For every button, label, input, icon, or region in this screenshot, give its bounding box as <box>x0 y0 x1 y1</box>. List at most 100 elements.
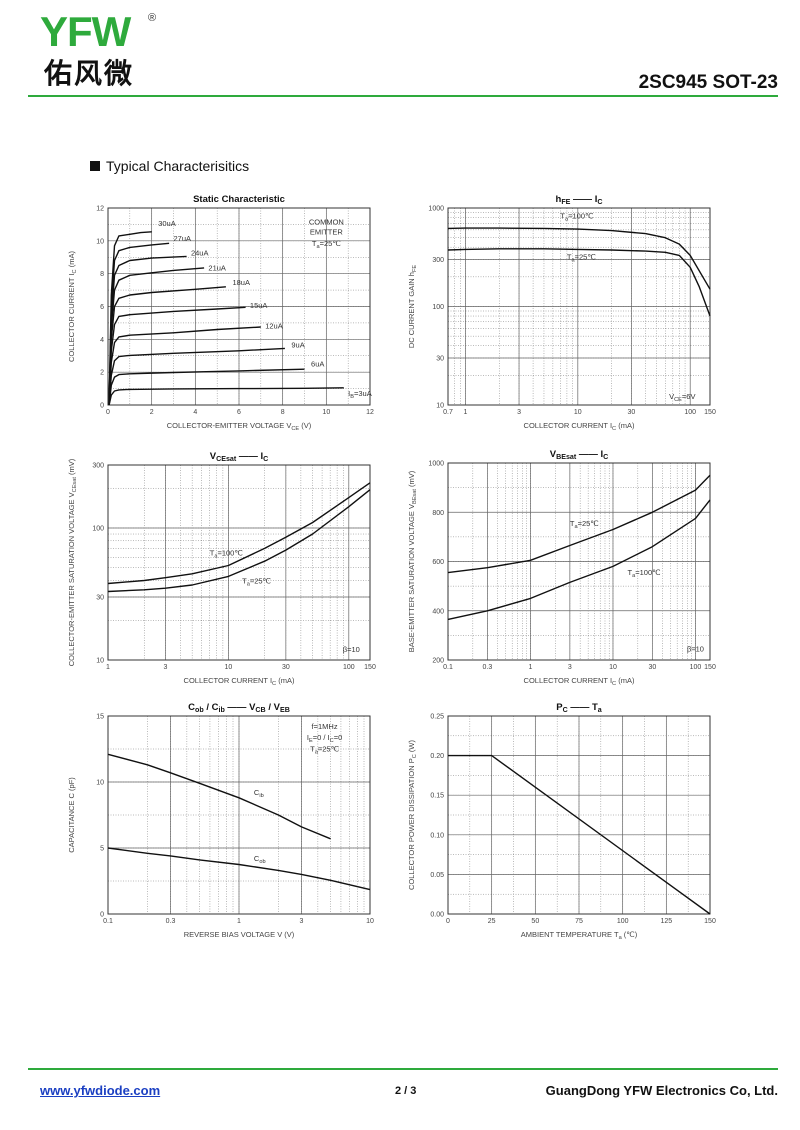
x-tick-label: 0.7 <box>443 409 453 416</box>
x-tick-label: 0 <box>446 918 450 925</box>
part-number-title: 2SC945 SOT-23 <box>638 72 778 93</box>
x-tick-label: 100 <box>690 664 702 671</box>
series-label: Ta​=25℃ <box>570 519 599 530</box>
x-axis-label: COLLECTOR CURRENT IC​ (mA) <box>184 676 295 687</box>
x-axis-label: COLLECTOR CURRENT IC​ (mA) <box>524 676 635 687</box>
y-tick-label: 10 <box>96 238 104 245</box>
x-axis-label: REVERSE BIAS VOLTAGE V (V) <box>184 930 295 939</box>
vcesat-chart: 1 3 10 30 100 150 10 30 100 300 VCEsat​ —— IC​ COLL… <box>67 451 376 687</box>
x-axis-label: AMBIENT TEMPERATURE Ta​ (℃) <box>521 930 638 941</box>
x-tick-label: 75 <box>575 918 583 925</box>
chart-title: VBEsat​ —— IC​ <box>550 449 609 461</box>
x-tick-label: 30 <box>282 664 290 671</box>
y-tick-label: 0 <box>100 912 104 919</box>
x-tick-label: 100 <box>684 409 696 416</box>
chart-annotation: β=10 <box>343 645 360 654</box>
series-line <box>108 326 261 406</box>
logo-chinese-text: 佑风微 <box>44 57 135 90</box>
website-link[interactable]: www.yfwdiode.com <box>40 1083 161 1098</box>
y-tick-label: 0.05 <box>430 872 444 879</box>
plot-frame <box>447 207 711 406</box>
footer-divider <box>28 1068 778 1070</box>
x-tick-label: 150 <box>704 918 716 925</box>
chart-annotation: EMITTER <box>310 227 343 236</box>
y-axis-label: BASE-EMITTER SATURATION VOLTAGE VBEsat​ … <box>407 470 418 652</box>
x-tick-label: 4 <box>193 409 197 416</box>
y-axis-label: COLLECTOR POWER DISSIPATION PC​ (W) <box>407 740 418 890</box>
chart-title: hFE​ —— IC​ <box>556 194 603 206</box>
x-tick-label: 2 <box>150 409 154 416</box>
series-line <box>108 231 152 406</box>
plot-frame <box>107 464 371 661</box>
static-chart: 0 2 4 6 8 10 12 0 2 4 6 8 10 12 Static Characteristic C… <box>67 194 374 432</box>
x-tick-label: 150 <box>704 664 716 671</box>
series-label: 24uA <box>191 249 209 258</box>
registered-mark: ® <box>148 12 157 24</box>
square-bullet-icon <box>90 161 100 171</box>
series-line <box>108 286 226 406</box>
x-tick-label: 30 <box>628 409 636 416</box>
y-axis-label: DC CURRENT GAIN hFE​ <box>407 265 418 349</box>
x-tick-label: 12 <box>366 409 374 416</box>
chart-annotation: f=1MHz <box>312 722 338 731</box>
series-label: 27uA <box>174 234 192 243</box>
y-tick-label: 800 <box>432 510 444 517</box>
x-axis-label: COLLECTOR CURRENT IC​ (mA) <box>524 421 635 432</box>
chart-title: Static Characteristic <box>193 194 285 205</box>
series-line <box>447 474 711 574</box>
y-tick-label: 8 <box>100 271 104 278</box>
x-tick-label: 50 <box>531 918 539 925</box>
x-tick-label: 1 <box>529 664 533 671</box>
power-chart: 0 25 50 75 100 125 150 0.00 0.05 0.10 0.15 0.20 0.25… <box>407 702 716 941</box>
y-tick-label: 30 <box>96 595 104 602</box>
series-line <box>108 368 305 406</box>
x-tick-label: 6 <box>237 409 241 416</box>
company-name: GuangDong YFW Electronics Co, Ltd. <box>545 1083 778 1098</box>
x-tick-label: 0.3 <box>166 918 176 925</box>
chart-title: VCEsat​ —— IC​ <box>210 451 269 463</box>
company-logo: YFW ® 佑风微 <box>40 10 180 100</box>
series-line <box>108 387 344 406</box>
hfe-chart: 0.7 1 3 10 30 100 150 10 30 100 300 1000 hFE​ —— IC​… <box>407 194 716 432</box>
y-tick-label: 10 <box>96 658 104 665</box>
series-label: 6uA <box>311 359 324 368</box>
series-label: IB​=3uA <box>348 389 372 400</box>
plot-frame <box>447 715 711 915</box>
series-line <box>447 227 711 290</box>
section-title: Typical Characterisitics <box>106 158 250 174</box>
logo-text: YFW <box>40 8 131 55</box>
x-tick-label: 0.1 <box>103 918 113 925</box>
y-tick-label: 0.20 <box>430 753 444 760</box>
x-tick-label: 3 <box>517 409 521 416</box>
x-tick-label: 1 <box>106 664 110 671</box>
y-tick-label: 300 <box>92 463 104 470</box>
series-label: 30uA <box>158 219 176 228</box>
chart-annotation: Ta​=25℃ <box>310 745 339 756</box>
plot-frame <box>107 207 371 406</box>
x-tick-label: 10 <box>366 918 374 925</box>
chart-annotation: IE​=0 / IC​=0 <box>307 733 342 744</box>
series-label: 15uA <box>250 301 268 310</box>
x-tick-label: 3 <box>568 664 572 671</box>
series-label: Ta​=100℃ <box>560 212 594 223</box>
chart-title: Cob​ / Cib​ —— VCB​ / VEB​ <box>188 702 290 714</box>
series-line <box>107 847 371 891</box>
x-tick-label: 10 <box>225 664 233 671</box>
series-line <box>108 306 246 406</box>
x-tick-label: 10 <box>574 409 582 416</box>
x-tick-label: 150 <box>704 409 716 416</box>
series-line <box>107 753 331 840</box>
chart-annotation: VCE​=6V <box>669 392 695 403</box>
y-tick-label: 0.00 <box>430 912 444 919</box>
y-tick-label: 100 <box>432 304 444 311</box>
x-tick-label: 0.1 <box>443 664 453 671</box>
x-tick-label: 1 <box>463 409 467 416</box>
series-label: Ta​=100℃ <box>628 568 662 579</box>
x-tick-label: 0.3 <box>482 664 492 671</box>
series-label: 9uA <box>291 341 304 350</box>
y-tick-label: 30 <box>436 356 444 363</box>
series-line <box>447 248 711 317</box>
x-tick-label: 150 <box>364 664 376 671</box>
header-divider <box>28 95 778 97</box>
